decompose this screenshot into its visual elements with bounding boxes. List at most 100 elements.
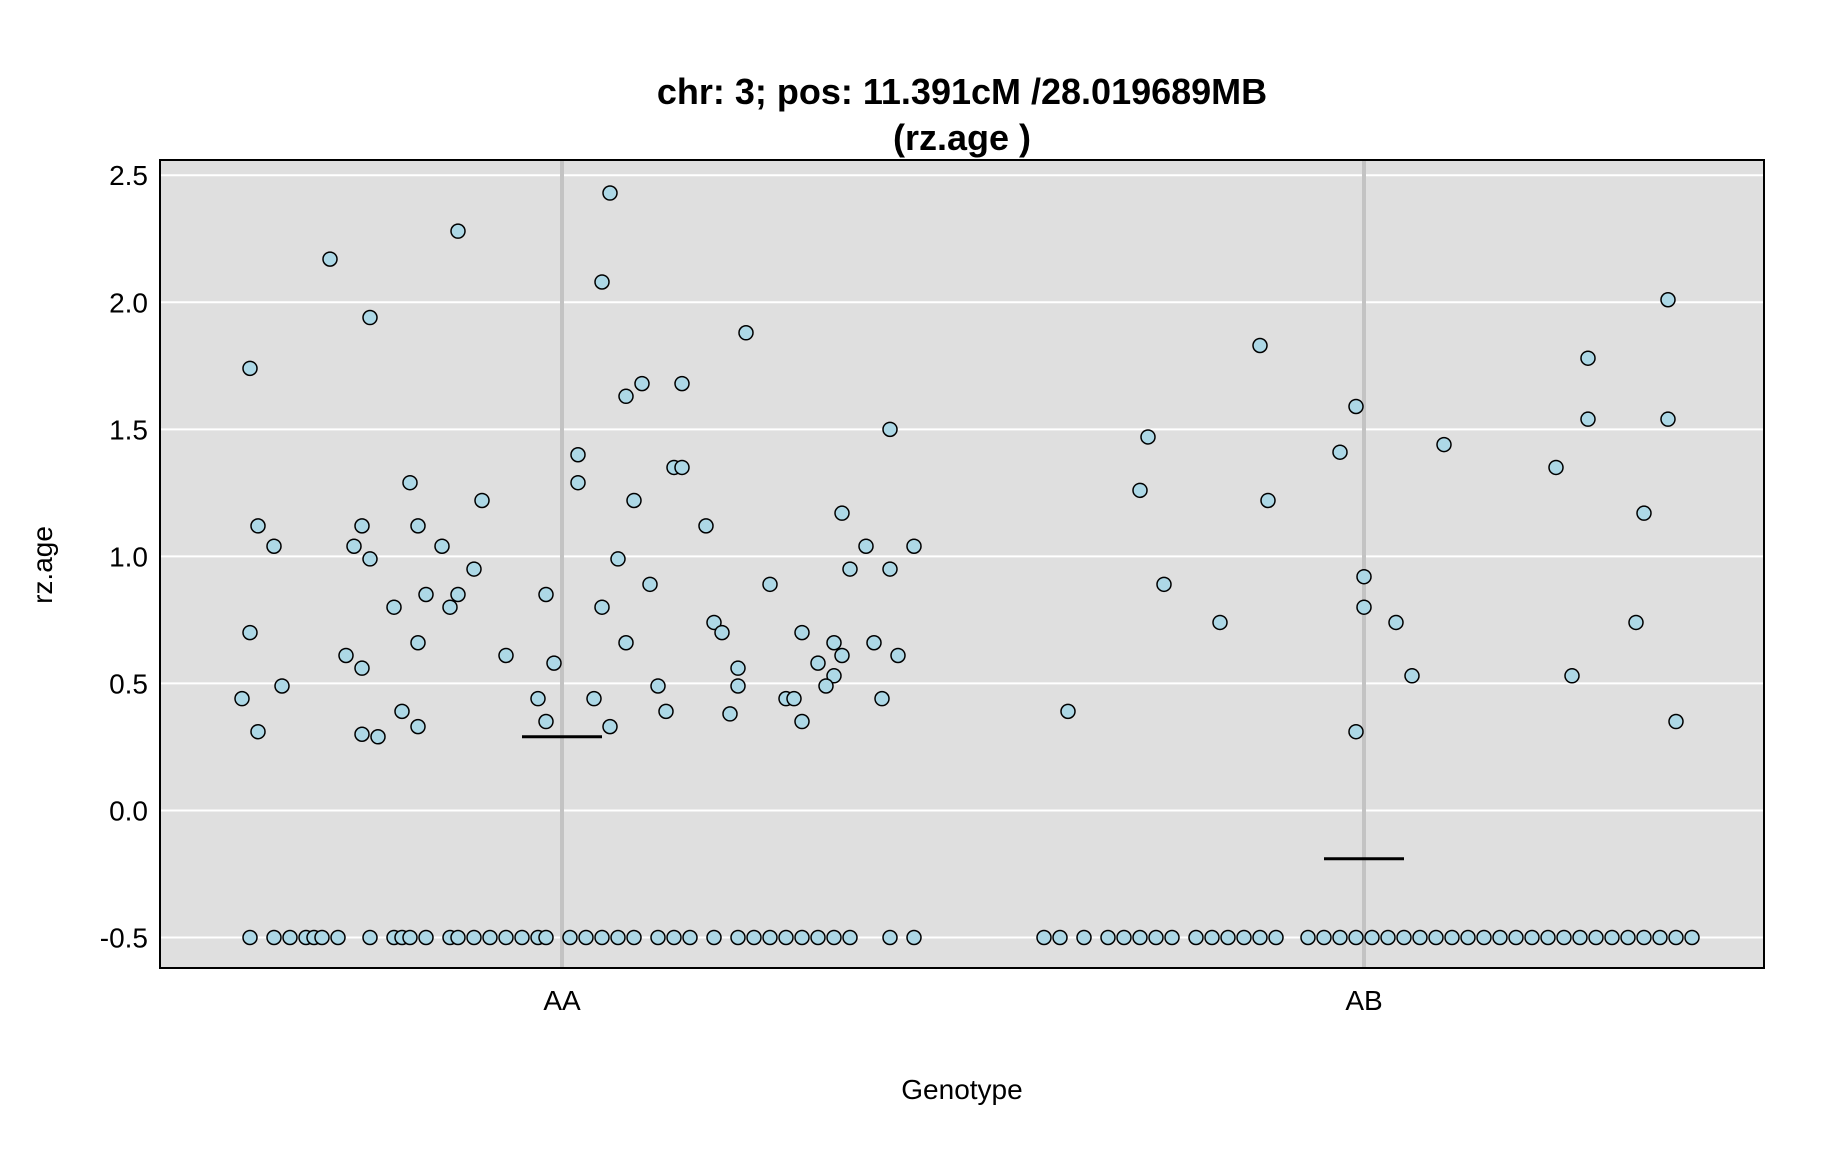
data-point (402, 929, 418, 946)
data-point (722, 706, 738, 722)
data-point (794, 713, 810, 730)
data-point (410, 635, 426, 651)
data-point (362, 929, 378, 946)
data-point (890, 647, 906, 664)
data-point (1668, 713, 1684, 730)
data-point (242, 929, 258, 946)
data-point (402, 474, 418, 491)
data-point (1564, 668, 1580, 684)
data-point (570, 446, 586, 463)
data-point (730, 660, 746, 676)
data-point (674, 459, 690, 476)
data-point (1396, 929, 1412, 946)
data-point (586, 690, 602, 707)
data-point (882, 561, 898, 577)
data-point (706, 929, 722, 946)
x-tick-label: AA (543, 985, 581, 1016)
data-point (1404, 668, 1420, 684)
data-point (578, 929, 594, 946)
data-point (1252, 929, 1268, 946)
data-point (330, 929, 346, 946)
data-point (1260, 492, 1276, 509)
data-point (498, 929, 514, 946)
data-point (1540, 929, 1556, 946)
y-axis-label: rz.age (27, 526, 58, 604)
data-point (906, 538, 922, 554)
data-point (650, 678, 666, 694)
data-point (834, 647, 850, 664)
data-point (234, 690, 250, 707)
data-point (1132, 482, 1148, 499)
data-point (1188, 929, 1204, 946)
data-point (1636, 929, 1652, 946)
data-point (450, 929, 466, 946)
data-point (362, 551, 378, 567)
data-point (354, 518, 370, 534)
mean-lines (522, 735, 1404, 861)
data-point (1668, 929, 1684, 946)
data-point (434, 538, 450, 554)
data-point (674, 375, 690, 392)
data-point (1524, 929, 1540, 946)
y-tick-label: 2.0 (109, 287, 148, 318)
y-tick-label: 0.5 (109, 668, 148, 699)
data-point (1116, 929, 1132, 946)
data-point (818, 678, 834, 694)
data-point (866, 635, 882, 651)
data-point (322, 251, 338, 267)
data-point (882, 421, 898, 438)
data-points (234, 185, 1700, 946)
data-point (1572, 929, 1588, 946)
data-point (514, 929, 530, 946)
data-point (1348, 929, 1364, 946)
data-point (394, 703, 410, 720)
data-point (834, 505, 850, 521)
y-tick-label: 1.5 (109, 414, 148, 445)
data-point (1164, 929, 1180, 946)
data-point (410, 718, 426, 735)
data-point (826, 929, 842, 946)
y-tick-label: 1.0 (109, 541, 148, 572)
data-point (1076, 929, 1092, 946)
data-point (250, 518, 266, 534)
data-point (450, 223, 466, 239)
data-point (658, 703, 674, 720)
data-point (250, 723, 266, 740)
data-point (738, 325, 754, 341)
data-point (1060, 703, 1076, 720)
data-point (610, 551, 626, 567)
data-point (1356, 599, 1372, 615)
data-point (386, 599, 402, 615)
data-point (810, 929, 826, 946)
data-point (842, 561, 858, 577)
data-point (610, 929, 626, 946)
data-point (1628, 614, 1644, 631)
y-tick-labels: -0.5 0.0 0.5 1.0 1.5 2.0 2.5 (100, 160, 148, 953)
data-point (1332, 444, 1348, 460)
data-point (682, 929, 698, 946)
data-point (266, 929, 282, 946)
data-point (746, 929, 762, 946)
data-point (1148, 929, 1164, 946)
data-point (474, 492, 490, 509)
data-point (882, 929, 898, 946)
data-point (538, 929, 554, 946)
data-point (450, 586, 466, 603)
data-point (1364, 929, 1380, 946)
data-point (714, 624, 730, 641)
data-point (778, 929, 794, 946)
data-point (538, 713, 554, 730)
data-point (1156, 576, 1172, 593)
data-point (730, 678, 746, 694)
data-point (530, 690, 546, 707)
data-point (594, 929, 610, 946)
data-point (354, 726, 370, 742)
data-point (1348, 723, 1364, 740)
data-point (1220, 929, 1236, 946)
data-point (1444, 929, 1460, 946)
data-point (546, 655, 562, 671)
data-point (1140, 429, 1156, 445)
data-point (826, 668, 842, 684)
data-point (418, 929, 434, 946)
data-point (498, 647, 514, 664)
